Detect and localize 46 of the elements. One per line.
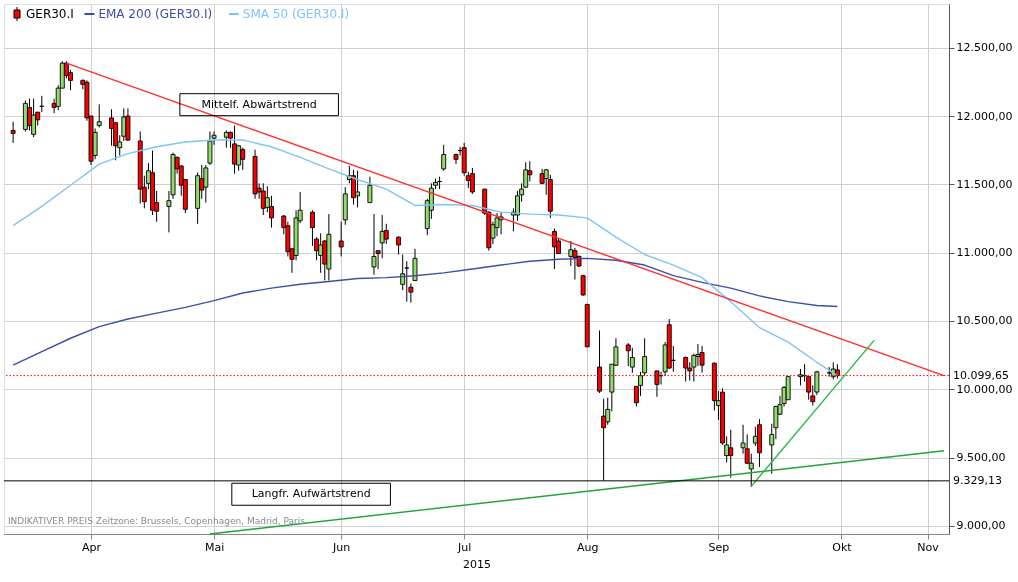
x-axis-title: 2015 [463, 557, 491, 571]
y-tick-label: 9.500,00 [956, 451, 1006, 465]
candlestick [240, 147, 246, 171]
candlestick [412, 248, 418, 281]
y-tick-label: 10.500,00 [956, 314, 1013, 328]
candlestick [728, 429, 734, 479]
x-tick-label: Jun [332, 540, 351, 554]
y-tick-label: 9.000,00 [956, 519, 1006, 533]
y-tick-label: 12.000,00 [956, 109, 1013, 123]
candlestick [699, 345, 705, 374]
candlestick [338, 221, 344, 257]
candlestick [629, 347, 635, 374]
ref-line-label: 10.099,65 [953, 368, 1009, 382]
x-tick-label: Sep [708, 540, 730, 554]
x-tick-label: Okt [832, 540, 853, 554]
candlestick [371, 213, 377, 276]
candlestick [379, 214, 385, 259]
candlestick [355, 170, 361, 208]
y-tick-label: 10.000,00 [956, 382, 1013, 396]
candlestick [404, 260, 410, 303]
candlestick [10, 121, 16, 144]
candlestick [310, 209, 315, 247]
candlestick [203, 164, 209, 204]
legend-label: EMA 200 (GER30.I) [98, 7, 213, 21]
candlestick [96, 103, 102, 128]
annotation: Langfr. Aufwärtstrend [251, 487, 371, 501]
x-tick-label: Jul [457, 540, 472, 554]
x-tick-label: Nov [917, 540, 940, 554]
legend-label: GER30.I [26, 7, 74, 21]
x-tick-label: Aug [576, 540, 599, 554]
annotation: Mittelf. Abwärtstrend [201, 97, 317, 111]
y-tick-label: 12.500,00 [956, 41, 1013, 55]
candlestick [207, 130, 213, 166]
x-tick-label: Apr [82, 540, 102, 554]
candlestick [351, 169, 356, 206]
y-tick-label: 11.500,00 [956, 177, 1013, 191]
candlestick [441, 144, 447, 172]
candlestick [367, 176, 373, 204]
line-series [12, 257, 839, 366]
ref-line-label: 9.329,13 [953, 473, 1002, 487]
y-tick-label: 11.000,00 [956, 246, 1013, 260]
legend-label: SMA 50 (GER30.I) [242, 7, 350, 21]
candlestick [109, 108, 114, 147]
annotation: INDIKATIVER PREIS Zeitzone: Brussels, Copenhagen, Madrid, Paris [7, 516, 306, 527]
x-tick-label: Mai [204, 540, 225, 554]
candlestick [396, 235, 402, 256]
